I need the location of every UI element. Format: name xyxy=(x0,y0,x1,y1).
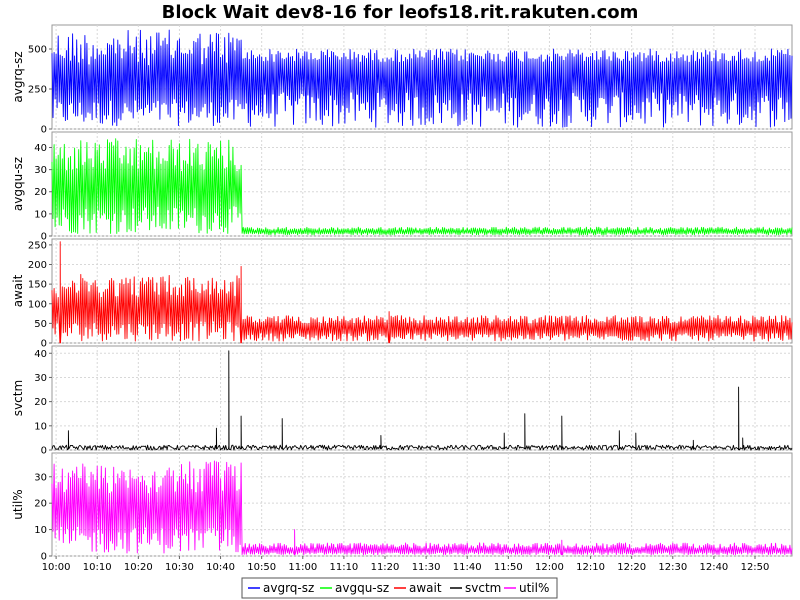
y-tick-label: 10 xyxy=(34,525,47,536)
panel-await: 0 50 100 150 200 250 await xyxy=(11,238,793,350)
y-tick-label: 10 xyxy=(34,421,47,432)
x-tick-label: 12:10 xyxy=(576,562,605,573)
y-tick-label: 40 xyxy=(34,349,47,360)
series-line-util% xyxy=(51,460,793,556)
legend-label: avgrq-sz xyxy=(263,581,314,595)
y-tick-label: 20 xyxy=(34,397,47,408)
series-line-svctm xyxy=(51,350,793,451)
y-axis-label: avgrq-sz xyxy=(11,51,25,102)
y-axis-label: svctm xyxy=(11,380,25,416)
x-tick-label: 11:20 xyxy=(371,562,400,573)
y-axis-label: await xyxy=(11,274,25,307)
y-tick-label: 0 xyxy=(41,552,47,563)
y-tick-label: 250 xyxy=(28,240,47,251)
y-tick-label: 10 xyxy=(34,209,47,220)
x-tick-label: 10:20 xyxy=(124,562,153,573)
x-tick-label: 12:50 xyxy=(741,562,770,573)
y-tick-label: 200 xyxy=(28,260,47,271)
chart-panels: 0250500avgrq-sz010203040avgqu-sz05010015… xyxy=(11,24,793,563)
y-axis-label: avgqu-sz xyxy=(11,157,25,211)
x-tick-label: 11:50 xyxy=(494,562,523,573)
legend-item-avgrq-sz: avgrq-sz xyxy=(248,581,314,595)
plot-area xyxy=(51,345,793,451)
legend-label: svctm xyxy=(465,581,501,595)
panel-util%: 0 10 20 30 util% xyxy=(11,452,793,563)
legend-label: util% xyxy=(519,581,549,595)
chart-title: Block Wait dev8-16 for leofs18.rit.rakut… xyxy=(162,2,639,23)
y-tick-label: 30 xyxy=(34,472,47,483)
y-tick-label: 30 xyxy=(34,165,47,176)
series-line-avgrq-sz xyxy=(51,29,793,128)
x-tick-label: 11:10 xyxy=(329,562,358,573)
series-line-await xyxy=(51,241,793,344)
y-tick-label: 0 xyxy=(41,125,47,136)
x-tick-label: 12:00 xyxy=(535,562,564,573)
y-tick-label: 0 xyxy=(41,446,47,457)
panel-svctm: 0 10 20 30 40 svctm xyxy=(11,345,793,457)
panel-avgqu-sz: 0 10 20 30 40 avgqu-sz xyxy=(11,131,793,243)
y-tick-label: 50 xyxy=(34,319,47,330)
legend-item-util%: util% xyxy=(504,581,549,595)
y-tick-label: 20 xyxy=(34,499,47,510)
y-tick-label: 30 xyxy=(34,373,47,384)
x-tick-label: 11:30 xyxy=(412,562,441,573)
y-tick-label: 500 xyxy=(28,45,47,56)
x-axis: 10:00 10:10 10:20 10:30 10:40 10:50 11:00 11:10… xyxy=(42,556,770,573)
y-tick-label: 20 xyxy=(34,187,47,198)
x-tick-label: 11:40 xyxy=(453,562,482,573)
x-tick-label: 10:50 xyxy=(247,562,276,573)
y-tick-label: 150 xyxy=(28,280,47,291)
x-tick-label: 10:10 xyxy=(83,562,112,573)
y-tick-label: 0 xyxy=(41,232,47,243)
legend-label: avgqu-sz xyxy=(335,581,389,595)
y-tick-label: 0 xyxy=(41,339,47,350)
y-axis-label: util% xyxy=(11,489,25,519)
x-tick-label: 10:40 xyxy=(206,562,235,573)
legend-item-svctm: svctm xyxy=(450,581,501,595)
y-tick-label: 250 xyxy=(28,85,47,96)
x-tick-label: 12:30 xyxy=(658,562,687,573)
x-tick-label: 11:00 xyxy=(288,562,317,573)
legend-item-avgqu-sz: avgqu-sz xyxy=(320,581,389,595)
legend-label: await xyxy=(409,581,442,595)
x-tick-label: 10:00 xyxy=(42,562,71,573)
legend: avgrq-sz avgqu-sz await svctm util% xyxy=(241,577,558,599)
x-tick-label: 12:40 xyxy=(699,562,728,573)
x-tick-label: 12:20 xyxy=(617,562,646,573)
x-tick-label: 10:30 xyxy=(165,562,194,573)
legend-item-await: await xyxy=(394,581,442,595)
series-line-avgqu-sz xyxy=(51,138,793,236)
y-tick-label: 100 xyxy=(28,299,47,310)
y-tick-label: 40 xyxy=(34,143,47,154)
